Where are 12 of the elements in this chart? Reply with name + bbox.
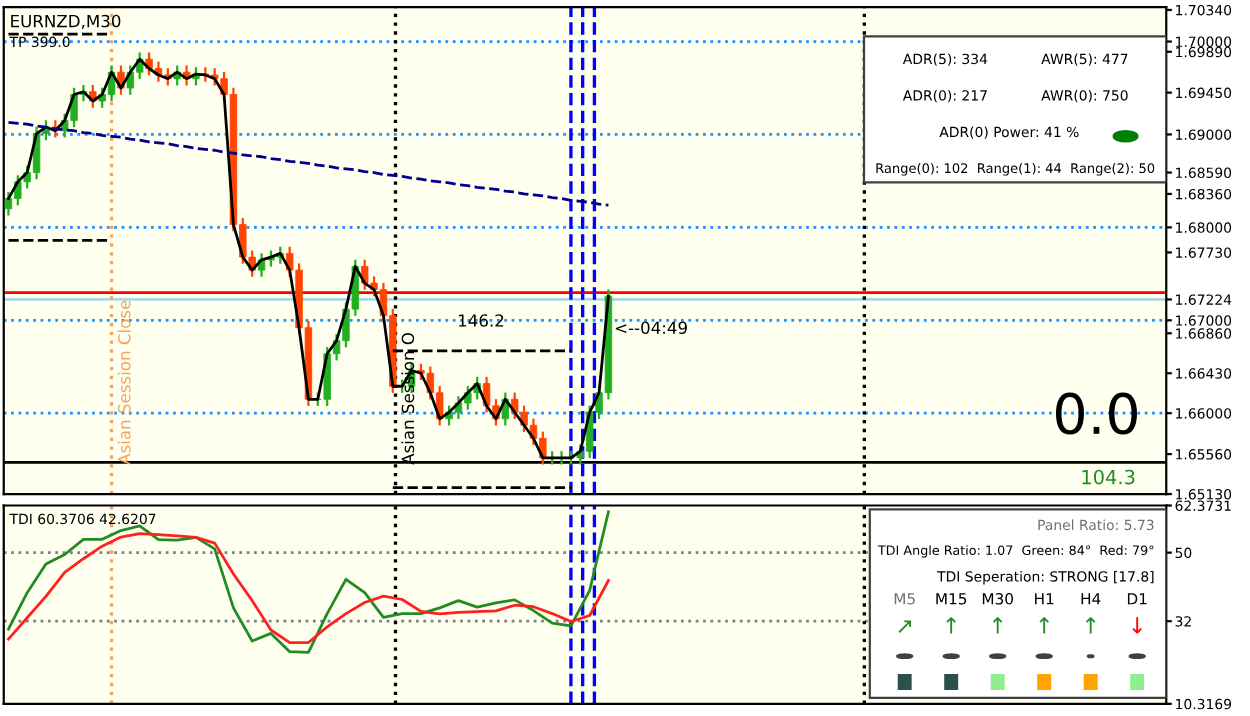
text: 0.0 [1055,392,1137,435]
text: ↗ [898,620,911,633]
text: ↑ [1085,617,1096,634]
text: ↑ [946,617,956,634]
annotation: 146.2 [458,314,504,327]
annotation: EURNZD,M30 [11,14,121,30]
text: ↓ [1132,617,1142,634]
text: 104.3 [1082,469,1135,485]
text: <--04:49 [615,321,687,335]
text: ↑ [1039,617,1049,634]
annotation: Asian Session Close [117,300,131,465]
text: ↑ [992,617,1003,634]
